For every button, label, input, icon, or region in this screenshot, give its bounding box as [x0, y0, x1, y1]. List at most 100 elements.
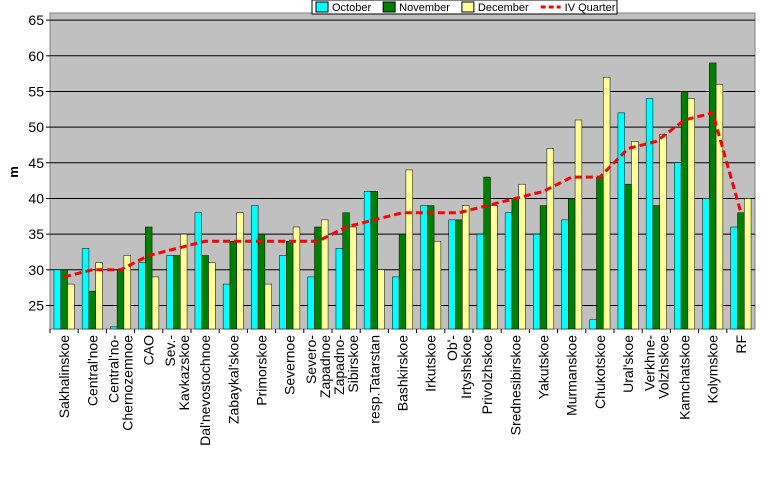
- bar: [398, 233, 407, 330]
- x-tick-label: Privolzhskoe: [479, 335, 495, 415]
- bar: [533, 233, 541, 330]
- x-tick-group: Sakhalinskoe: [56, 335, 72, 418]
- bar: [631, 141, 639, 330]
- bar: [476, 233, 484, 330]
- bar: [236, 212, 244, 330]
- x-tick-label: RF: [733, 335, 749, 354]
- x-tick-group: Dal'nevostochnoe: [197, 335, 213, 446]
- x-tick-label: Sakhalinskoe: [56, 335, 72, 418]
- bar: [194, 212, 202, 330]
- y-tick-label: 25: [28, 297, 44, 313]
- x-tick-label: Central'noe: [84, 335, 100, 406]
- x-tick-group: Verkhne-Volzhskoe: [641, 335, 671, 399]
- bar: [617, 112, 625, 330]
- bar: [349, 226, 357, 330]
- x-tick-label: CAO: [141, 335, 157, 365]
- bar: [166, 255, 174, 330]
- bar: [518, 183, 526, 330]
- x-tick-group: RF: [733, 335, 749, 354]
- bar: [138, 262, 146, 330]
- bar: [279, 255, 287, 330]
- legend-label: October: [332, 2, 371, 14]
- bar: [483, 176, 491, 330]
- bar: [715, 84, 724, 330]
- x-tick-group: Sev.-Kavkazskoe: [162, 335, 192, 411]
- x-tick-group: resp.Tatarstan: [366, 335, 382, 424]
- bar: [363, 191, 372, 330]
- bar: [392, 276, 400, 330]
- bar: [95, 262, 103, 330]
- bar: [335, 248, 343, 330]
- x-tick-group: Bashkirskoe: [395, 335, 411, 411]
- bar: [321, 219, 329, 330]
- bar: [88, 290, 96, 330]
- x-tick-label: resp.Tatarstan: [366, 335, 382, 424]
- legend-label: November: [399, 2, 450, 14]
- x-tick-label: Severo-Zapadnoe: [303, 335, 333, 398]
- bar: [222, 283, 231, 330]
- x-tick-label: Bashkirskoe: [395, 335, 411, 411]
- x-tick-label: Murmanskoe: [564, 335, 580, 416]
- bar: [652, 205, 660, 330]
- bar: [180, 233, 188, 330]
- bar: [286, 241, 294, 330]
- bar: [342, 212, 350, 330]
- legend-swatch: [382, 1, 396, 13]
- x-tick-group: CAO: [141, 335, 157, 365]
- x-tick-group: Zapadno-Sibirskoe: [331, 335, 361, 395]
- x-tick-label: Yakutskoe: [536, 335, 552, 400]
- x-tick-label: Kamchatskoe: [677, 335, 693, 420]
- bar: [603, 76, 611, 330]
- bar: [645, 98, 654, 330]
- x-tick-label: Dal'nevostochnoe: [197, 335, 213, 446]
- bar: [561, 219, 569, 330]
- bar: [680, 91, 689, 330]
- bar: [568, 198, 576, 330]
- bar: [405, 169, 413, 330]
- bar: [539, 205, 548, 330]
- bar: [145, 226, 153, 330]
- bar: [433, 241, 442, 330]
- legend-swatch: [461, 1, 475, 13]
- bar: [110, 326, 118, 330]
- bar: [546, 148, 554, 330]
- bar: [596, 176, 604, 330]
- x-tick-group: Central'noe: [84, 335, 100, 406]
- bar: [624, 183, 632, 330]
- x-tick-group: Privolzhskoe: [479, 335, 495, 415]
- x-tick-group: Ural'skoe: [620, 335, 636, 393]
- x-tick-group: Severnoe: [282, 335, 298, 395]
- x-tick-group: Zabaykal'skoe: [225, 335, 241, 424]
- y-tick-label: 55: [28, 83, 44, 99]
- x-tick-label: Srednesibirskoe: [507, 335, 523, 436]
- bar: [208, 262, 216, 330]
- x-tick-group: Severo-Zapadnoe: [303, 335, 333, 398]
- bar: [574, 119, 583, 330]
- bar: [709, 62, 717, 330]
- bar: [173, 255, 181, 330]
- bar: [229, 241, 237, 330]
- bar: [511, 198, 519, 330]
- x-tick-group: Murmanskoe: [564, 335, 580, 416]
- bar: [67, 283, 75, 330]
- bar: [659, 134, 667, 330]
- x-tick-label: Verkhne-Volzhskoe: [641, 335, 671, 399]
- x-tick-group: Irkutskoe: [423, 335, 439, 392]
- x-tick-label: Severnoe: [282, 335, 298, 395]
- bar: [370, 191, 378, 330]
- x-tick-group: Srednesibirskoe: [507, 335, 523, 436]
- y-tick-label: 40: [28, 190, 44, 206]
- x-tick-group: Chukotskoe: [592, 335, 608, 409]
- bar: [116, 269, 125, 330]
- bar: [264, 283, 272, 330]
- x-tick-group: Kamchatskoe: [677, 335, 693, 420]
- legend-swatch: [315, 1, 329, 13]
- bar: [377, 269, 385, 330]
- x-tick-label: Ob'-Irtyshskoe: [444, 335, 474, 399]
- bar: [737, 212, 745, 330]
- y-tick-label: 45: [28, 155, 44, 171]
- bar: [201, 255, 209, 330]
- x-tick-group: Yakutskoe: [536, 335, 552, 400]
- y-tick-label: 65: [28, 12, 44, 28]
